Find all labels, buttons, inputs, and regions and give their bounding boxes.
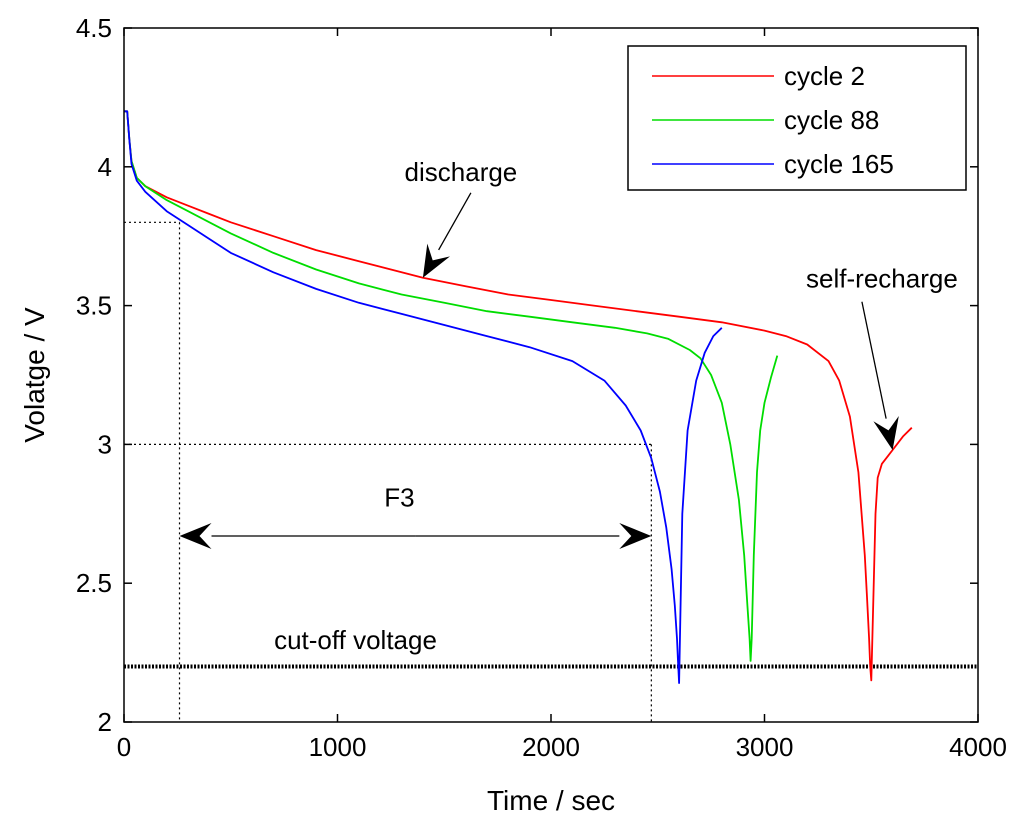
x-tick-label: 4000 [949, 732, 1007, 762]
f3-arrow-right-head [619, 523, 652, 549]
self-recharge-arrow-head [873, 416, 899, 450]
y-tick-label: 2 [98, 707, 112, 737]
series-line-cycle-165 [124, 110, 723, 684]
legend-label-cycle-2: cycle 2 [784, 61, 865, 91]
dotted-guides [124, 221, 652, 722]
legend: cycle 2 cycle 88 cycle 165 [627, 45, 967, 191]
series-lines [124, 110, 913, 684]
f3-arrow-left-head [179, 523, 212, 549]
legend-box [627, 45, 967, 191]
annotation-cutoff-voltage: cut-off voltage [274, 625, 437, 655]
x-tick-label: 0 [117, 732, 131, 762]
x-tick-label: 1000 [309, 732, 367, 762]
y-axis-label: Volatge / V [19, 307, 50, 443]
annotations [179, 192, 899, 549]
series-line-cycle-2 [124, 110, 913, 682]
annotation-self-recharge: self-recharge [806, 264, 958, 294]
y-tick-label: 3.5 [76, 291, 112, 321]
legend-label-cycle-165: cycle 165 [784, 149, 894, 179]
axis-ticks: 0 1000 2000 3000 4000 2 2.5 3 3.5 4 4.5 [76, 13, 1007, 762]
x-axis-label: Time / sec [487, 785, 615, 816]
self-recharge-arrow-shaft [861, 301, 887, 419]
series-line-cycle-88 [124, 110, 779, 662]
discharge-arrow-head [422, 243, 450, 278]
legend-label-cycle-88: cycle 88 [784, 105, 879, 135]
annotation-discharge: discharge [405, 157, 518, 187]
annotation-f3: F3 [384, 482, 414, 512]
discharge-arrow-shaft [438, 192, 472, 251]
x-tick-label: 3000 [736, 732, 794, 762]
y-tick-label: 4 [98, 152, 112, 182]
y-tick-label: 3 [98, 429, 112, 459]
y-tick-label: 2.5 [76, 568, 112, 598]
x-tick-label: 2000 [522, 732, 580, 762]
y-tick-label: 4.5 [76, 13, 112, 43]
